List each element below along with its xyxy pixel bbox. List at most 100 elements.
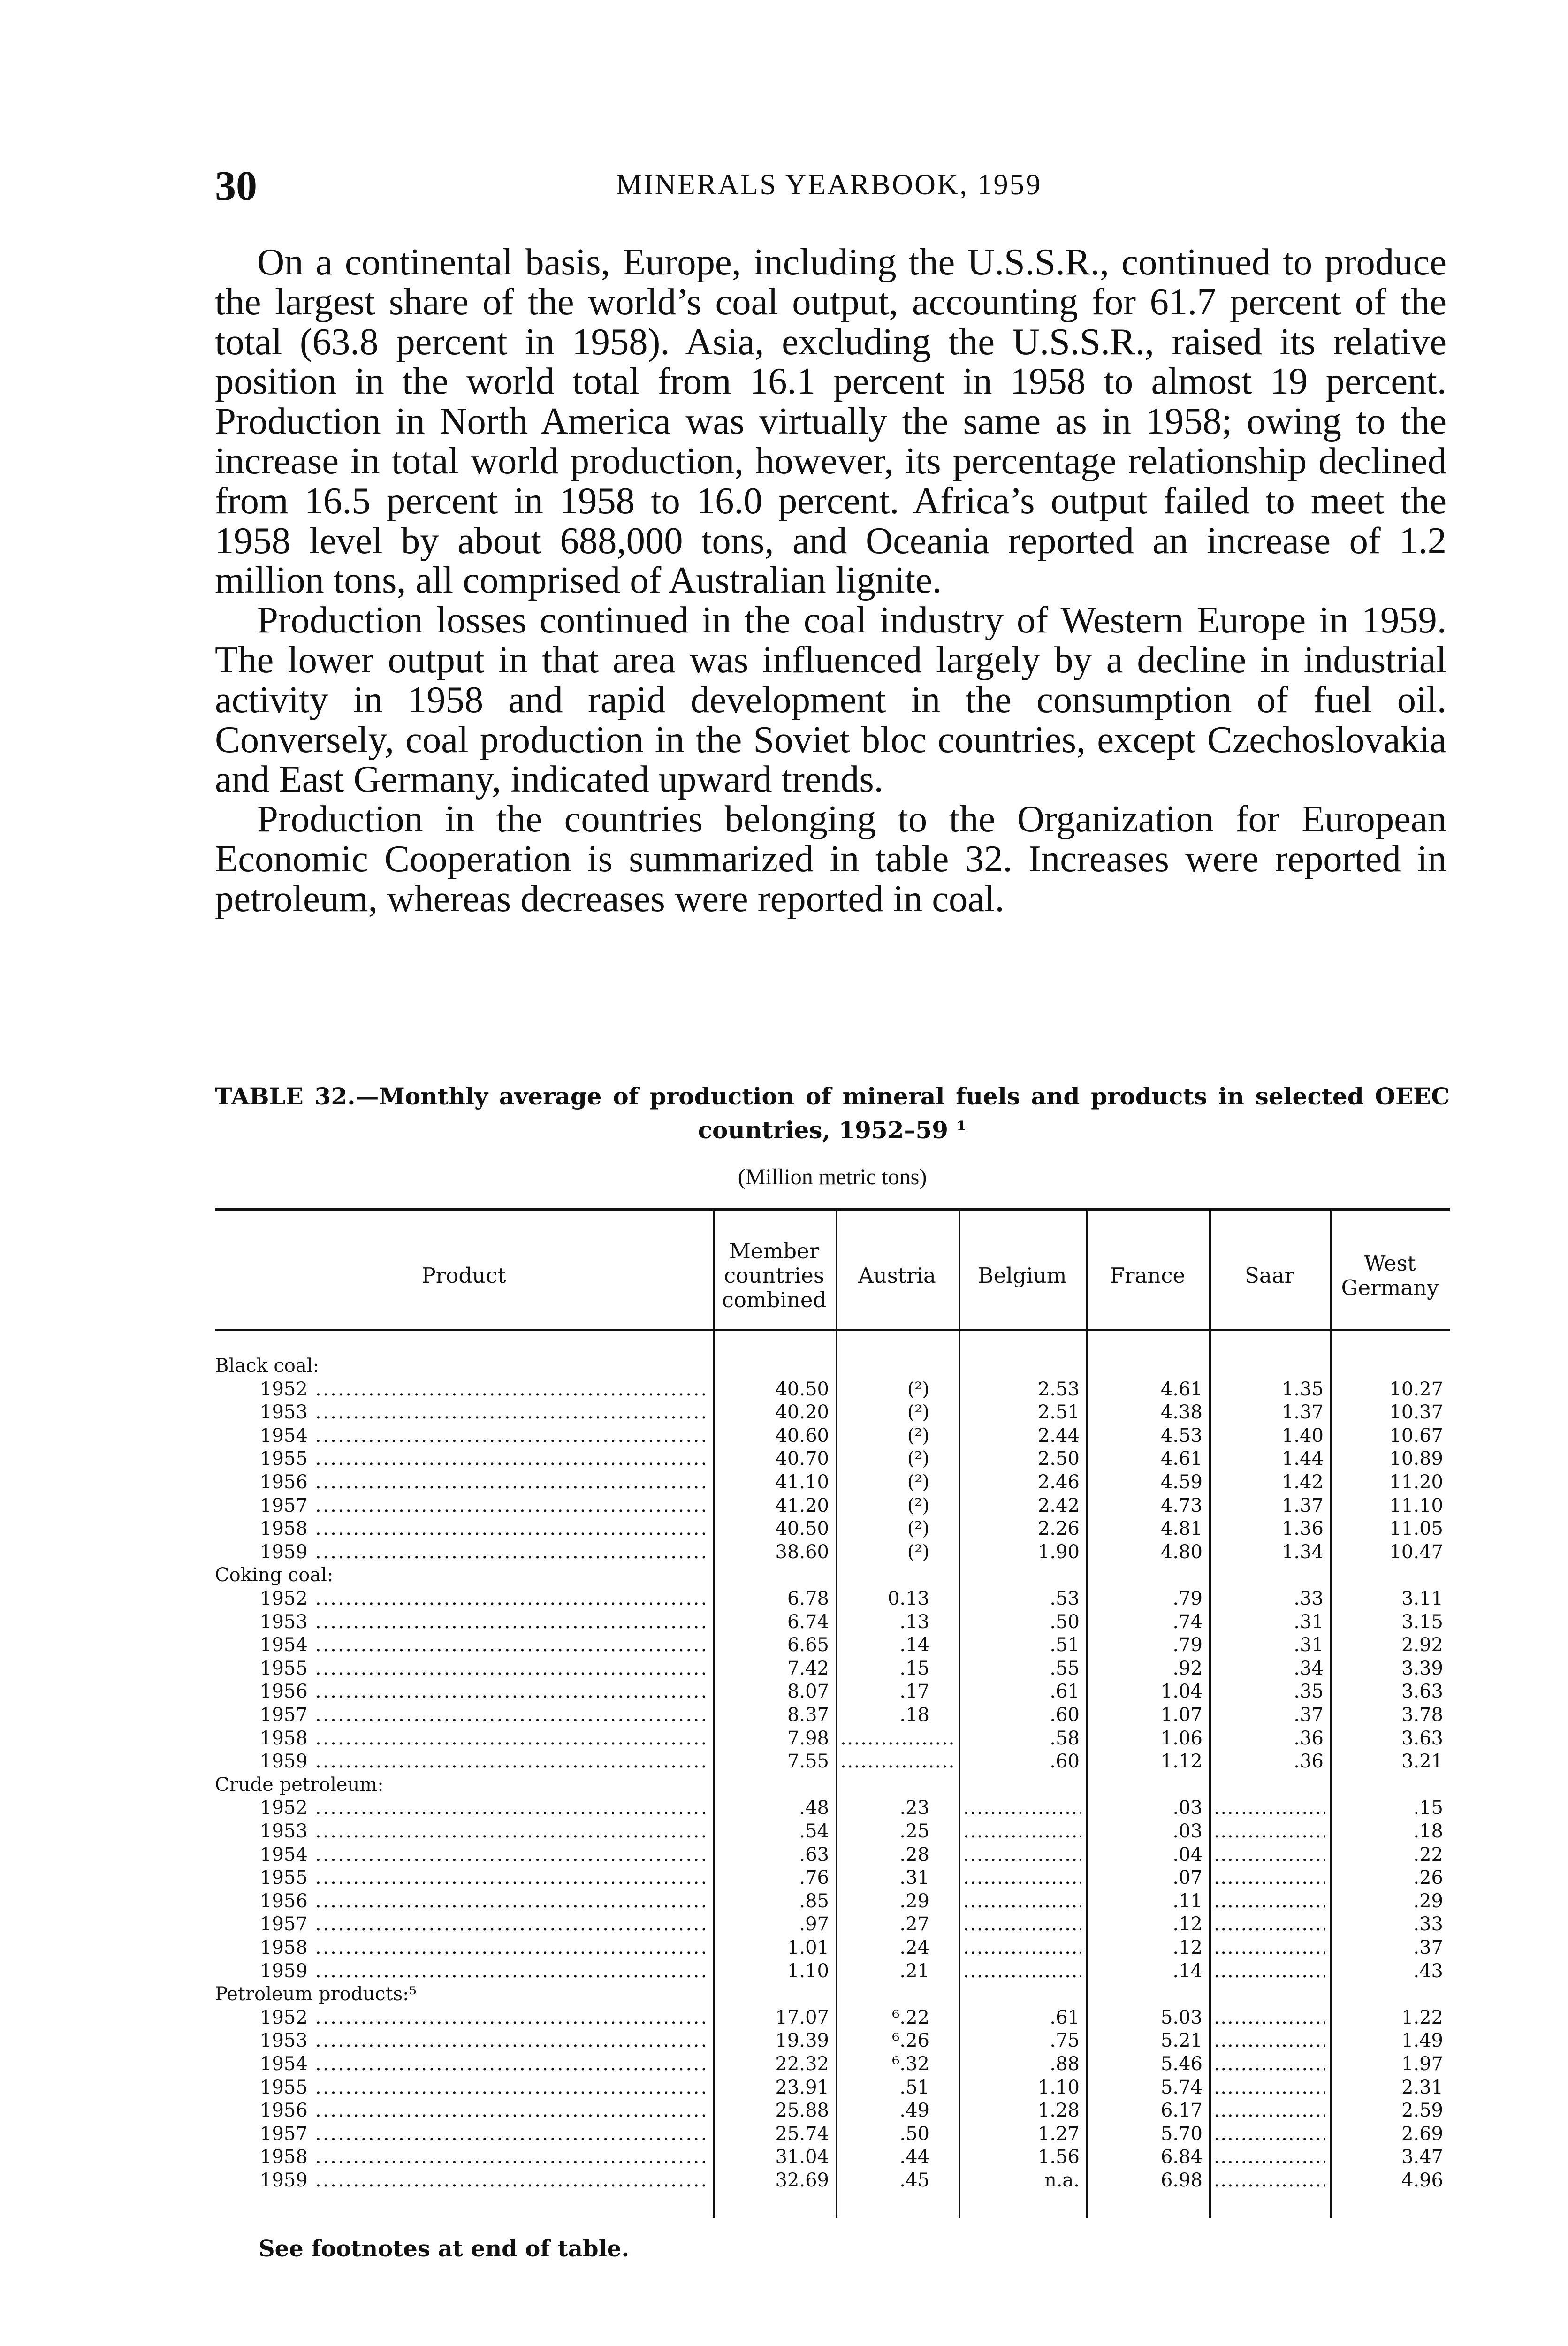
- value-cell: .60: [1050, 1704, 1080, 1726]
- value-cell: 1.04: [1160, 1681, 1203, 1703]
- value-cell: 4.80: [1160, 1541, 1203, 1563]
- group-label-row: Black coal:: [215, 1355, 1450, 1377]
- table-row: 1957 41.20 (²) 2.42 4.73 1.37 11.10: [215, 1494, 1450, 1517]
- value-cell: .54: [799, 1820, 829, 1842]
- value-cell: .21: [899, 1960, 929, 1982]
- empty-cell: ..........................: [1214, 1843, 1325, 1866]
- table-row: 1956 .85 .29.......................... .11.…: [215, 1890, 1450, 1912]
- value-cell: (²): [907, 1541, 929, 1563]
- table-row: 1958 7.98.......................... .58 1.0…: [215, 1727, 1450, 1750]
- value-cell: (²): [907, 1494, 929, 1516]
- value-cell: .36: [1294, 1751, 1324, 1773]
- value-cell: .31: [899, 1867, 929, 1889]
- value-cell: 1.42: [1281, 1471, 1324, 1493]
- value-cell: .88: [1050, 2053, 1080, 2075]
- value-cell: .44: [899, 2146, 929, 2168]
- value-cell: 2.59: [1401, 2100, 1443, 2122]
- table-row: 1956 41.10 (²) 2.46 4.59 1.42 11.20: [215, 1471, 1450, 1493]
- value-cell: 40.50: [775, 1378, 829, 1400]
- value-cell: .37: [1294, 1704, 1324, 1726]
- value-cell: .75: [1050, 2030, 1080, 2052]
- value-cell: .25: [899, 1820, 929, 1842]
- value-cell: 5.21: [1160, 2030, 1203, 2052]
- value-cell: .85: [799, 1890, 829, 1912]
- value-cell: 10.27: [1389, 1378, 1443, 1400]
- value-cell: .97: [799, 1913, 829, 1935]
- table-row: 1954 .63 .28.......................... .04.…: [215, 1843, 1450, 1866]
- value-cell: .58: [1050, 1727, 1080, 1749]
- value-cell: .76: [799, 1867, 829, 1889]
- value-cell: 1.37: [1281, 1402, 1324, 1424]
- value-cell: 6.17: [1160, 2100, 1203, 2122]
- empty-cell: ..........................: [840, 1751, 954, 1773]
- value-cell: .07: [1172, 1867, 1203, 1889]
- value-cell: 2.26: [1037, 1518, 1080, 1540]
- empty-cell: ..........................: [1214, 1937, 1325, 1958]
- year-cell: 1955: [260, 1447, 706, 1470]
- value-cell: 22.32: [775, 2053, 829, 2075]
- value-cell: 4.53: [1160, 1424, 1203, 1447]
- value-cell: 1.28: [1037, 2100, 1080, 2122]
- value-cell: .14: [1172, 1960, 1203, 1982]
- value-cell: 1.97: [1401, 2053, 1443, 2075]
- value-cell: 1.27: [1037, 2123, 1080, 2145]
- year-cell: 1952: [260, 1587, 706, 1610]
- value-cell: .50: [899, 2123, 929, 2145]
- value-cell: 2.53: [1037, 1378, 1080, 1400]
- year-cell: 1957: [260, 1913, 706, 1935]
- year-cell: 1959: [260, 2169, 706, 2192]
- value-cell: .31: [1294, 1634, 1324, 1656]
- value-cell: 4.61: [1160, 1378, 1203, 1400]
- year-cell: 1954: [260, 1634, 706, 1656]
- value-cell: 32.69: [775, 2170, 829, 2191]
- value-cell: .33: [1294, 1588, 1324, 1609]
- table-row: 1957 8.37 .18 .60 1.07 .37 3.78: [215, 1704, 1450, 1726]
- year-cell: 1956: [260, 1680, 706, 1703]
- value-cell: .37: [1413, 1937, 1443, 1958]
- table-row: 1959 7.55.......................... .60 1.1…: [215, 1750, 1450, 1773]
- value-cell: .03: [1172, 1797, 1203, 1819]
- empty-cell: ..........................: [963, 1937, 1081, 1958]
- value-cell: 6.65: [787, 1634, 829, 1656]
- value-cell: .49: [899, 2100, 929, 2122]
- value-cell: 2.44: [1037, 1424, 1080, 1447]
- value-cell: (²): [907, 1402, 929, 1424]
- column-divider: [1086, 1211, 1088, 2218]
- table-row: 1953 6.74 .13 .50 .74 .31 3.15: [215, 1611, 1450, 1633]
- value-cell: 1.36: [1281, 1518, 1324, 1540]
- group-label-row: Crude petroleum:: [215, 1774, 1450, 1796]
- empty-cell: ..........................: [1214, 1820, 1325, 1842]
- value-cell: 6.98: [1160, 2170, 1203, 2191]
- value-cell: .34: [1294, 1657, 1324, 1679]
- value-cell: 10.47: [1389, 1541, 1443, 1563]
- value-cell: 3.47: [1401, 2146, 1443, 2168]
- value-cell: .13: [899, 1611, 929, 1633]
- empty-cell: ..........................: [963, 1890, 1081, 1912]
- value-cell: 1.40: [1281, 1424, 1324, 1447]
- year-cell: 1958: [260, 2146, 706, 2168]
- value-cell: 38.60: [775, 1541, 829, 1563]
- page-number: 30: [215, 163, 257, 209]
- value-cell: (²): [907, 1518, 929, 1540]
- value-cell: 4.81: [1160, 1518, 1203, 1540]
- value-cell: 4.61: [1160, 1448, 1203, 1470]
- table-footnote: See footnotes at end of table.: [259, 2236, 630, 2262]
- value-cell: .28: [899, 1843, 929, 1866]
- value-cell: 1.22: [1401, 2006, 1443, 2028]
- value-cell: 5.03: [1160, 2006, 1203, 2028]
- year-cell: 1953: [260, 1820, 706, 1843]
- table-row: 1954 40.60 (²) 2.44 4.53 1.40 10.67: [215, 1424, 1450, 1447]
- value-cell: .15: [1413, 1797, 1443, 1819]
- empty-cell: ..........................: [1214, 1797, 1325, 1819]
- column-header: Product: [421, 1263, 506, 1288]
- table-row: 1957 25.74 .50 1.27 5.70....................…: [215, 2123, 1450, 2145]
- table-row: 1959 1.10 .21.......................... .14…: [215, 1960, 1450, 1982]
- value-cell: 6.78: [787, 1588, 829, 1609]
- running-header: 30 MINERALS YEARBOOK, 1959: [215, 162, 1443, 210]
- value-cell: (²): [907, 1471, 929, 1493]
- value-cell: 40.50: [775, 1518, 829, 1540]
- value-cell: .03: [1172, 1820, 1203, 1842]
- value-cell: 4.96: [1401, 2170, 1443, 2191]
- table-top-rule: [215, 1208, 1450, 1211]
- table-row: 1958 31.04 .44 1.56 6.84....................…: [215, 2146, 1450, 2168]
